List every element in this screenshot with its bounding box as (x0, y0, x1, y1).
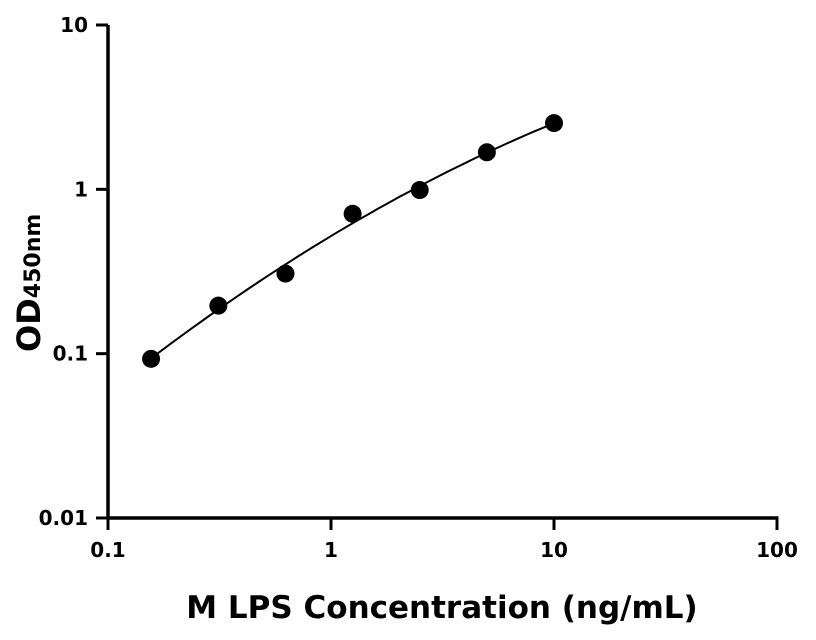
data-point (410, 181, 429, 200)
data-point (142, 349, 161, 368)
x-tick-label: 100 (756, 538, 798, 562)
y-tick-label: 0.01 (39, 506, 88, 530)
x-tick-label: 0.1 (90, 538, 125, 562)
fit-curve (150, 122, 555, 360)
data-point (276, 264, 295, 283)
x-tick-label: 10 (540, 538, 568, 562)
y-tick-label: 0.1 (53, 342, 88, 366)
x-tick-label: 1 (324, 538, 338, 562)
x-axis-label: M LPS Concentration (ng/mL) (186, 590, 697, 626)
axes (106, 25, 779, 520)
y-tick-label: 1 (74, 177, 88, 201)
y-tick-label: 10 (60, 13, 88, 37)
y-axis-label-main: OD (10, 298, 48, 352)
data-points (142, 114, 563, 368)
data-point (477, 143, 496, 162)
y-axis-label: OD450nm (10, 214, 48, 352)
data-point (545, 114, 563, 133)
y-axis-label-sub: 450nm (21, 214, 46, 299)
data-point (343, 204, 362, 223)
data-point (209, 296, 228, 315)
